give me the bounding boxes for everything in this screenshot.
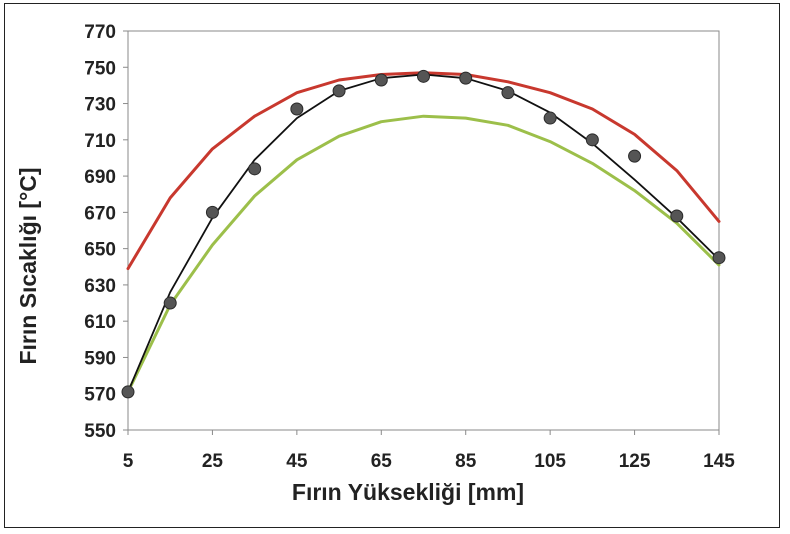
data-point — [205, 205, 219, 219]
data-point — [501, 86, 515, 100]
x-tick-label: 25 — [202, 451, 224, 472]
data-point — [121, 385, 135, 399]
chart-frame — [4, 3, 780, 528]
data-point — [712, 251, 726, 265]
y-tick-label: 710 — [84, 131, 116, 152]
y-tick-label: 590 — [84, 348, 116, 369]
data-point — [543, 111, 557, 125]
y-tick-label: 550 — [84, 421, 116, 442]
x-tick-label: 5 — [123, 451, 134, 472]
y-tick-label: 730 — [84, 95, 116, 116]
series-line-3 — [127, 73, 720, 393]
data-point — [290, 102, 304, 116]
y-tick-label: 750 — [84, 58, 116, 79]
y-axis: 550 570 590 610 630 650 670 690 710 730 750 770 — [84, 22, 128, 442]
series-line-2 — [126, 114, 721, 394]
y-axis-title: Fırın Sıcaklığı [°C] — [15, 167, 41, 364]
y-tick-label: 770 — [84, 22, 116, 43]
x-axis-title: Fırın Yüksekliği [mm] — [292, 479, 524, 505]
data-point — [628, 149, 642, 163]
y-tick-label: 610 — [84, 312, 116, 333]
x-axis: 5 25 45 65 85 105 125 145 — [123, 430, 735, 472]
data-point — [459, 71, 473, 85]
data-point — [332, 84, 346, 98]
y-tick-label: 650 — [84, 240, 116, 261]
data-point — [670, 209, 684, 223]
plot-area — [127, 30, 720, 431]
data-point — [163, 296, 177, 310]
data-point — [417, 69, 430, 83]
y-tick-label: 670 — [84, 203, 116, 224]
data-point — [248, 162, 262, 176]
y-tick-label: 690 — [84, 167, 116, 188]
x-tick-label: 45 — [286, 451, 308, 472]
x-tick-label: 65 — [371, 451, 393, 472]
data-point — [374, 73, 388, 87]
series-layer — [121, 69, 726, 399]
x-tick-label: 145 — [703, 451, 735, 472]
x-tick-label: 125 — [619, 451, 651, 472]
x-tick-label: 105 — [534, 451, 566, 472]
y-tick-label: 570 — [84, 385, 116, 406]
data-point — [585, 133, 599, 147]
x-tick-label: 85 — [455, 451, 477, 472]
y-tick-label: 630 — [84, 276, 116, 297]
